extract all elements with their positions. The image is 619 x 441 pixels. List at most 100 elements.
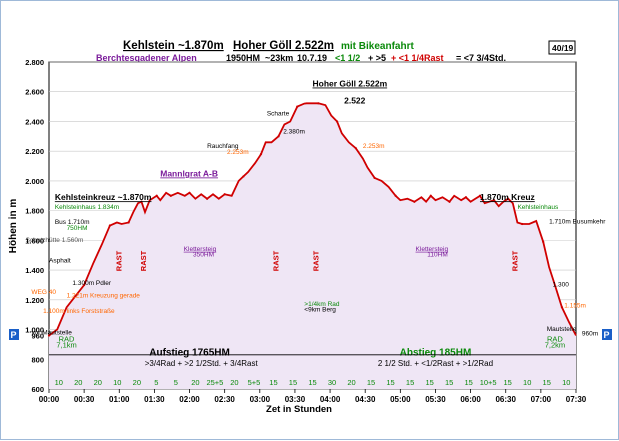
annotation-label: Mautstelle (547, 326, 577, 333)
profile-point (506, 197, 510, 200)
bottom-segment-label: 20 (94, 378, 102, 387)
bottom-segment-label: 10 (113, 378, 121, 387)
profile-point (478, 194, 482, 197)
bottom-segment-label: 5 (174, 378, 178, 387)
rest-label: RAST (139, 250, 148, 271)
profile-point (277, 135, 280, 138)
profile-point (155, 194, 158, 197)
bottom-segment-label: 15 (504, 378, 512, 387)
rest-label: RAST (272, 250, 281, 271)
annotation-label: 350HM (193, 252, 214, 259)
x-tick-label: 03:30 (285, 395, 306, 404)
y-tick-label: 1.200 (25, 296, 44, 305)
phase-label: 2 1/2 Std. + <1/2Rast + >1/2Rad (378, 359, 493, 368)
x-tick-label: 07:00 (531, 395, 552, 404)
profile-point (206, 197, 209, 200)
bottom-segment-label: 15 (269, 378, 277, 387)
profile-point (259, 153, 263, 156)
profile-point (373, 176, 376, 180)
annotation-label: Klettersteig (416, 246, 449, 253)
annotation-label: vor Mautstelle (31, 330, 72, 337)
x-tick-label: 03:00 (250, 395, 271, 404)
profile-point (448, 200, 451, 203)
annotation-label: Bus 1.710m (55, 219, 90, 226)
profile-point (354, 147, 357, 150)
bottom-segment-label: 25+5 (206, 378, 223, 387)
profile-point (464, 196, 468, 199)
x-tick-label: 06:00 (460, 395, 481, 404)
x-tick-label: 01:30 (144, 395, 165, 404)
x-tick-label: 01:00 (109, 395, 130, 404)
parking-left-glyph: P (11, 330, 17, 340)
bottom-segment-label: 20 (133, 378, 141, 387)
profile-point (188, 191, 191, 194)
y-tick-label: 2.200 (25, 147, 44, 156)
profile-point (242, 175, 245, 178)
bottom-segment-label: 15 (308, 378, 316, 387)
bottom-segment-label: 5 (154, 378, 158, 387)
annotations: Kehlsteinkreuz ~1.870m Kehlsteinhaus 1.83… (26, 79, 607, 338)
y-tick-label: 1.400 (25, 266, 44, 275)
annotation-label: 2.522 (344, 96, 366, 106)
x-tick-label: 05:00 (390, 395, 411, 404)
x-tick-labels: 00:00 00:30 01:00 01:30 02:00 02:30 03:00 03:30… (39, 395, 587, 404)
subtitle-formula-a: <1 1/2 (335, 53, 360, 63)
x-tick-label: 00:30 (74, 395, 95, 404)
y-tick-label: 960 (31, 331, 44, 340)
x-tick-label: 06:30 (495, 395, 516, 404)
profile-point (429, 194, 432, 197)
bottom-segment-label: 5+5 (248, 378, 261, 387)
profile-point (47, 334, 51, 337)
profile-point (140, 200, 143, 203)
subtitle-date: 10.7.19 (297, 53, 327, 63)
y-tick-label: 2.600 (25, 88, 44, 97)
y-tick-label: 800 (31, 355, 44, 364)
annotation-label: 1.710m Busumkehr (549, 218, 606, 225)
bottom-segment-label: 10 (562, 378, 570, 387)
title-right: mit Bikeanfahrt (341, 41, 414, 52)
subtitle-km: ~23km (265, 53, 293, 63)
bottom-segment-label: 15 (406, 378, 414, 387)
annotation-label: 1.100m links Forststraße (43, 308, 115, 315)
profile-point (542, 240, 545, 243)
subtitle-formula-d: = <7 3/4Std. (456, 53, 506, 63)
parking-right-icon (602, 329, 612, 340)
profile-point (127, 221, 130, 224)
profile-point (317, 102, 320, 105)
rad-label: RAD (547, 334, 563, 343)
rad-sub-label: 7,1km (56, 340, 76, 349)
bottom-segment-label: 15 (464, 378, 472, 387)
bottom-segment-label: 10 (55, 378, 63, 387)
bottom-segment-label: 10+5 (480, 378, 497, 387)
annotation-label: <9km Berg (304, 307, 336, 314)
profile-point (335, 120, 339, 123)
annotation-label: Schutzhütte 1.560m (26, 237, 84, 244)
annotation-label: Scharte (267, 111, 290, 118)
bottom-segment-label: 20 (347, 378, 355, 387)
annotation-label: 960m (582, 330, 598, 337)
annotation-label: 1.155m (564, 302, 586, 309)
annotation-label: Hoher Göll 2.522m (313, 79, 388, 89)
subtitle-formula-b: + >5 (368, 53, 386, 63)
bottom-segment-label: 20 (230, 378, 238, 387)
annotation-label: 2.253m (227, 149, 249, 156)
x-tick-label: 02:30 (214, 395, 235, 404)
x-tick-label: 07:30 (566, 395, 587, 404)
bottom-segment-label: 10 (523, 378, 531, 387)
x-axis-label: Zet in Stunden (266, 404, 332, 415)
y-axis-label: Höhen in m (8, 199, 19, 254)
profile-point (560, 306, 564, 309)
subtitle-region: Berchtesgadener Alpen (96, 53, 197, 63)
annotation-label: 1.300m Pdler (72, 280, 111, 287)
annotation-label: 2.253m (363, 143, 385, 150)
annotation-label: WEG 40 (31, 289, 56, 296)
y-tick-label: 2.800 (25, 58, 44, 67)
annotation-label: Klettersteig (184, 246, 217, 253)
bottom-segment-label: 15 (543, 378, 551, 387)
annotation-label: Kehlsteinhaus (517, 204, 559, 211)
annotation-label: Kehlsteinhaus 1.834m (55, 204, 119, 211)
profile-point (492, 199, 496, 202)
rest-label: RAST (115, 250, 124, 271)
